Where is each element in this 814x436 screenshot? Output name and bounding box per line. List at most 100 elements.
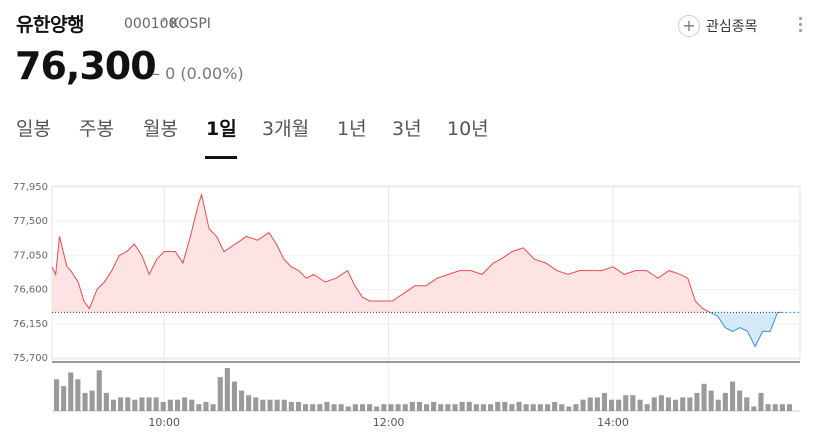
volume-bar (715, 399, 721, 411)
volume-bar (367, 404, 373, 411)
volume-bar (495, 401, 501, 411)
volume-bar (708, 390, 714, 411)
volume-bar (580, 399, 586, 411)
volume-bar (416, 401, 422, 411)
intraday-chart: 77,950 77,500 77,050 76,600 76,150 75,700 10:… (13, 182, 801, 429)
volume-bar (680, 397, 686, 411)
volume-bar (310, 404, 316, 411)
volume-bar (288, 401, 294, 411)
volume-bar (224, 368, 230, 411)
volume-bar (189, 399, 195, 411)
watchlist-label: 관심종목 (706, 19, 758, 35)
separator-dot: • (159, 13, 168, 29)
active-tab-indicator (205, 156, 237, 159)
volume-bar (118, 397, 124, 411)
volume-bar (530, 404, 536, 411)
more-options-icon[interactable] (790, 14, 810, 38)
volume-bar (110, 399, 116, 411)
volume-bar (651, 397, 657, 411)
volume-bar (601, 392, 607, 411)
volume-bar (452, 404, 458, 411)
volume-bar (125, 397, 131, 411)
volume-bar (345, 406, 351, 411)
volume-bar (82, 392, 88, 411)
stock-code: 000100 (124, 16, 178, 32)
tab-daily[interactable]: 일봉 (16, 118, 51, 140)
volume-bar (409, 401, 415, 411)
volume-bar (317, 404, 323, 411)
volume-bar (139, 397, 145, 411)
volume-bar (616, 399, 622, 411)
volume-bar (54, 379, 60, 411)
volume-bar (352, 404, 358, 411)
stock-market: KOSPI (170, 16, 211, 32)
volume-bar (68, 372, 74, 411)
volume-bar (153, 397, 159, 411)
tab-3year[interactable]: 3년 (392, 118, 422, 140)
volume-bar (730, 381, 736, 411)
volume-bar (751, 406, 757, 411)
volume-bar (395, 404, 401, 411)
stock-name: 유한양행 (16, 14, 84, 36)
price-change: – 0 (0.00%) (152, 64, 244, 83)
volume-bar (438, 404, 444, 411)
volume-bar (744, 397, 750, 411)
volume-bar (203, 401, 209, 411)
volume-bar (360, 404, 366, 411)
volume-bar (623, 395, 629, 411)
tab-3month[interactable]: 3개월 (262, 118, 310, 140)
volume-bar (516, 401, 522, 411)
tab-monthly[interactable]: 월봉 (143, 118, 178, 140)
volume-bar (637, 399, 643, 411)
volume-bar (537, 404, 543, 411)
volume-bar (61, 386, 67, 411)
volume-bar (217, 377, 223, 411)
volume-bar (658, 395, 664, 411)
volume-bar (374, 406, 380, 411)
volume-bar (480, 404, 486, 411)
volume-bar (573, 404, 579, 411)
volume-bar (772, 404, 778, 411)
volume-bar (545, 404, 551, 411)
period-tabs: 일봉 주봉 월봉 1일 3개월 1년 3년 10년 (0, 112, 814, 162)
volume-bar (765, 404, 771, 411)
plus-icon: + (678, 15, 700, 37)
volume-bar (146, 397, 152, 411)
volume-bar (445, 404, 451, 411)
volume-bar (281, 399, 287, 411)
volume-bar (687, 397, 693, 411)
volume-bar (303, 404, 309, 411)
tab-1day[interactable]: 1일 (206, 118, 237, 140)
volume-bar (182, 397, 188, 411)
volume-bar (502, 401, 508, 411)
volume-bar (488, 404, 494, 411)
volume-bar (338, 404, 344, 411)
volume-bar (459, 401, 465, 411)
tab-weekly[interactable]: 주봉 (79, 118, 114, 140)
y-axis-ticks: 77,950 77,500 77,050 76,600 76,150 75,700 (13, 182, 48, 364)
volume-bar (552, 401, 558, 411)
volume-bar (630, 395, 636, 411)
volume-bar (231, 381, 237, 411)
volume-bar (402, 404, 408, 411)
volume-bar (431, 401, 437, 411)
volume-bar (253, 397, 259, 411)
volume-bar (609, 399, 615, 411)
price-area-up (52, 194, 782, 313)
volume-bar (758, 392, 764, 411)
volume-bar (424, 404, 430, 411)
volume-bar (175, 399, 181, 411)
tab-1year[interactable]: 1년 (337, 118, 367, 140)
volume-bar (779, 404, 785, 411)
price-area (52, 192, 800, 348)
x-axis-ticks: 10:00 12:00 14:00 (148, 416, 629, 429)
price-change-value: 0 (0.00%) (165, 64, 244, 83)
y-tick-label: 76,600 (13, 285, 48, 296)
y-tick-label: 75,700 (13, 353, 48, 364)
add-watchlist-button[interactable]: + 관심종목 (678, 12, 758, 40)
volume-bar (246, 395, 252, 411)
no-change-icon: – (152, 64, 160, 83)
volume-bar (267, 399, 273, 411)
tab-10year[interactable]: 10년 (447, 118, 489, 140)
volume-bar (587, 397, 593, 411)
